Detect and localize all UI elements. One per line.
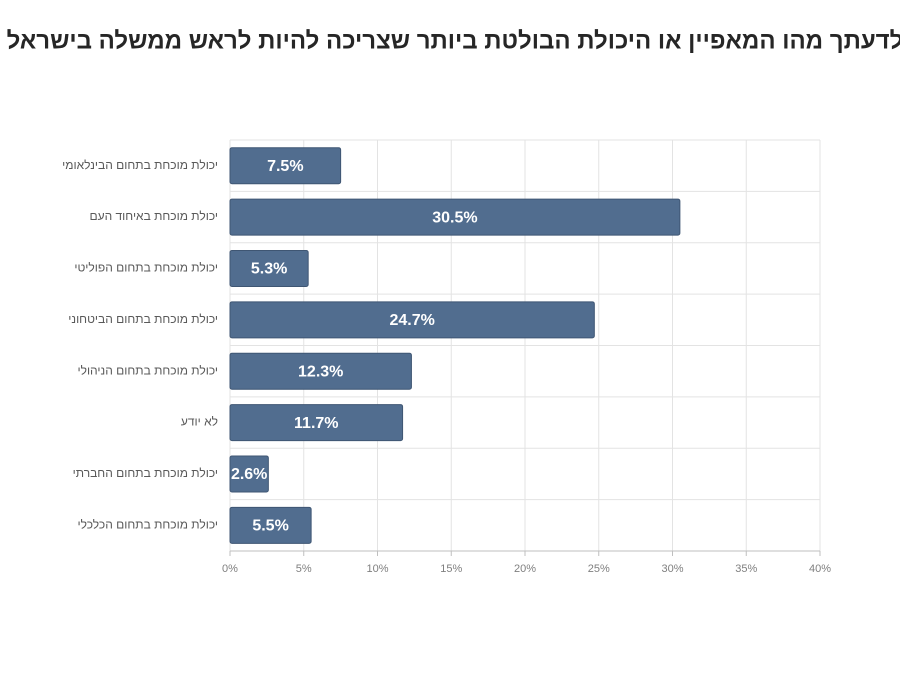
bar <box>229 249 309 287</box>
y-tick-label: יכולת מוכחת בתחום החברתי <box>73 466 218 480</box>
bar <box>229 404 404 442</box>
bar <box>229 198 681 236</box>
bar <box>229 506 312 544</box>
y-tick-label: יכולת מוכחת בתחום הפוליטי <box>74 261 218 275</box>
x-tick-label: 30% <box>661 563 683 575</box>
y-tick-label: יכולת מוכחת בתחום הכלכלי <box>78 517 219 531</box>
bar <box>229 301 595 339</box>
data-label: 5.5% <box>252 518 288 535</box>
data-label: 5.3% <box>251 261 287 278</box>
y-tick-label: יכולת מוכחת באיחוד העם <box>89 209 218 223</box>
data-label: 7.5% <box>267 158 303 175</box>
data-label: 12.3% <box>298 363 343 380</box>
data-label: 2.6% <box>231 466 267 483</box>
y-tick-label: יכולת מוכחת בתחום הבינלאומי <box>62 158 218 172</box>
chart-title: לדעתך מהו המאפיין או היכולת הבולטת ביותר… <box>7 27 900 54</box>
x-tick-label: 20% <box>514 563 536 575</box>
bar <box>229 352 412 390</box>
y-tick-label: יכולת מוכחת בתחום הניהולי <box>77 363 218 377</box>
bar <box>229 147 342 185</box>
x-tick-label: 25% <box>588 563 610 575</box>
data-label: 30.5% <box>432 209 477 226</box>
data-label: 24.7% <box>389 312 434 329</box>
x-tick-label: 10% <box>366 563 388 575</box>
x-tick-label: 5% <box>296 563 312 575</box>
y-tick-label: לא יודע <box>181 415 218 429</box>
x-tick-label: 35% <box>735 563 757 575</box>
x-tick-label: 40% <box>809 563 831 575</box>
y-tick-label: יכולת מוכחת בתחום הביטחוני <box>68 312 218 326</box>
bar <box>229 455 269 493</box>
data-label: 11.7% <box>294 415 338 432</box>
x-tick-label: 15% <box>440 563 462 575</box>
x-tick-label: 0% <box>222 563 238 575</box>
